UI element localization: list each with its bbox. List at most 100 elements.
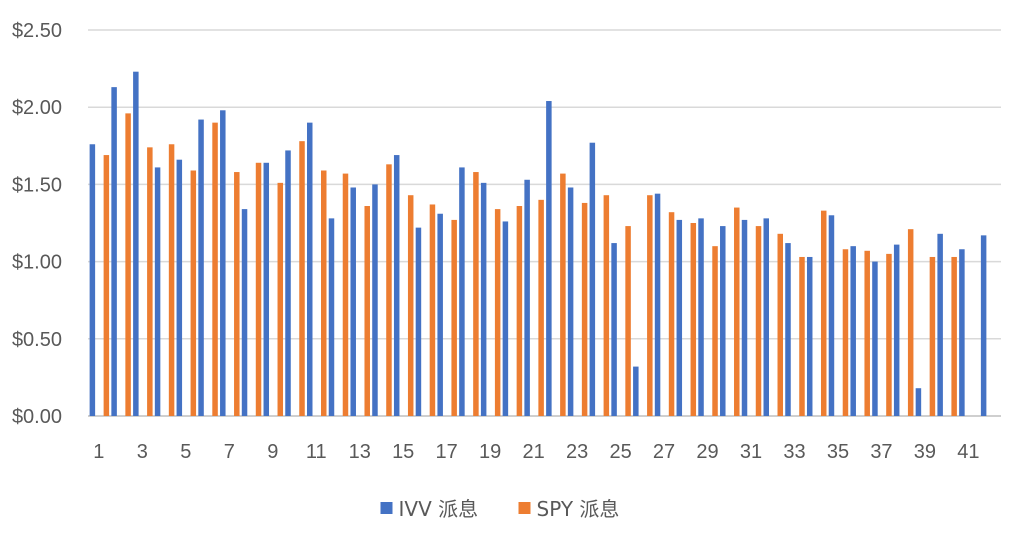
spy-bar <box>321 170 327 416</box>
ivv-bar <box>741 219 748 416</box>
spy-bar <box>581 202 588 416</box>
spy-bar <box>734 207 740 416</box>
spy-bar <box>125 113 131 416</box>
ivv-bar <box>850 246 856 416</box>
spy-bar <box>864 250 870 416</box>
ivv-bar <box>502 221 509 416</box>
spy-bar <box>255 162 262 416</box>
ivv-bar <box>785 243 791 416</box>
spy-bar <box>299 141 305 416</box>
ivv-bar <box>154 167 161 416</box>
ivv-bar <box>546 101 552 417</box>
ivv-bar <box>806 256 813 416</box>
spy-bar <box>451 219 457 416</box>
spy-bar <box>212 122 218 416</box>
x-tick-label: 35 <box>827 441 849 463</box>
ivv-bar <box>676 219 683 416</box>
x-tick-label: 9 <box>267 441 278 463</box>
ivv-bar <box>285 150 291 416</box>
y-tick-label: $0.00 <box>12 406 62 428</box>
spy-bar <box>516 206 523 416</box>
ivv-bar <box>176 159 183 417</box>
ivv-bar <box>307 122 313 416</box>
spy-bar <box>190 170 197 416</box>
spy-bar <box>799 256 805 416</box>
spy-bar <box>168 144 175 417</box>
ivv-bar <box>654 193 661 416</box>
spy-bar <box>342 173 349 416</box>
x-tick-label: 27 <box>653 441 675 463</box>
x-tick-label: 11 <box>306 441 327 463</box>
ivv-bar <box>589 142 596 416</box>
x-tick-label: 17 <box>436 441 458 463</box>
y-tick-label: $2.00 <box>12 97 62 119</box>
ivv-bar <box>980 235 987 416</box>
spy-bar <box>712 246 718 416</box>
x-tick-label: 19 <box>479 441 501 463</box>
legend-label-spy: SPY 派息 <box>537 497 620 521</box>
x-tick-label: 1 <box>93 441 104 463</box>
ivv-bar <box>241 209 248 416</box>
y-tick-label: $2.50 <box>12 20 62 42</box>
ivv-bar <box>611 243 617 416</box>
y-tick-label: $0.50 <box>12 329 62 351</box>
legend-swatch-spy <box>518 502 531 514</box>
ivv-bar <box>763 218 769 416</box>
ivv-bar <box>350 187 356 416</box>
x-tick-label: 31 <box>740 441 762 463</box>
spy-bar <box>494 209 501 416</box>
ivv-bar <box>698 218 704 416</box>
spy-bar <box>777 233 783 416</box>
ivv-bar <box>437 213 443 416</box>
spy-bar <box>103 155 110 416</box>
x-tick-label: 33 <box>783 441 805 463</box>
spy-bar <box>277 182 284 416</box>
spy-bar <box>625 226 631 416</box>
x-tick-label: 13 <box>349 441 371 463</box>
ivv-bar <box>893 244 900 416</box>
ivv-bar <box>720 226 726 416</box>
x-tick-label: 15 <box>392 441 414 463</box>
y-tick-label: $1.50 <box>12 174 62 196</box>
spy-bar <box>429 204 436 416</box>
x-tick-label: 29 <box>696 441 718 463</box>
x-tick-label: 41 <box>957 441 979 463</box>
spy-bar <box>951 256 957 416</box>
x-tick-label: 3 <box>137 441 148 463</box>
ivv-bar <box>415 227 422 416</box>
legend-label-ivv: IVV 派息 <box>399 497 479 521</box>
ivv-bar <box>524 179 530 416</box>
ivv-bar <box>828 215 835 416</box>
ivv-bar <box>393 155 400 416</box>
spy-bar <box>407 195 414 416</box>
ivv-bar <box>328 218 335 416</box>
ivv-bar <box>198 119 204 416</box>
x-tick-label: 37 <box>870 441 892 463</box>
spy-bar <box>147 147 153 416</box>
ivv-bar <box>872 261 878 416</box>
ivv-bar <box>89 144 96 417</box>
ivv-bar <box>633 366 639 416</box>
spy-bar <box>755 226 762 416</box>
ivv-bar <box>459 167 465 416</box>
spy-bar <box>690 223 697 416</box>
legend-swatch-ivv <box>380 502 393 514</box>
x-tick-label: 25 <box>609 441 631 463</box>
ivv-bar <box>959 249 965 416</box>
ivv-bar <box>372 184 378 416</box>
x-tick-label: 39 <box>914 441 936 463</box>
spy-bar <box>820 210 827 416</box>
ivv-bar <box>220 110 226 417</box>
spy-bar <box>842 249 849 416</box>
ivv-bar <box>133 71 139 417</box>
spy-bar <box>386 164 392 416</box>
spy-bar <box>929 256 936 416</box>
ivv-bar <box>915 388 922 416</box>
x-tick-label: 21 <box>523 441 545 463</box>
ivv-bar <box>480 182 487 416</box>
y-tick-label: $1.00 <box>12 252 62 274</box>
x-tick-label: 23 <box>566 441 588 463</box>
spy-bar <box>364 206 370 416</box>
